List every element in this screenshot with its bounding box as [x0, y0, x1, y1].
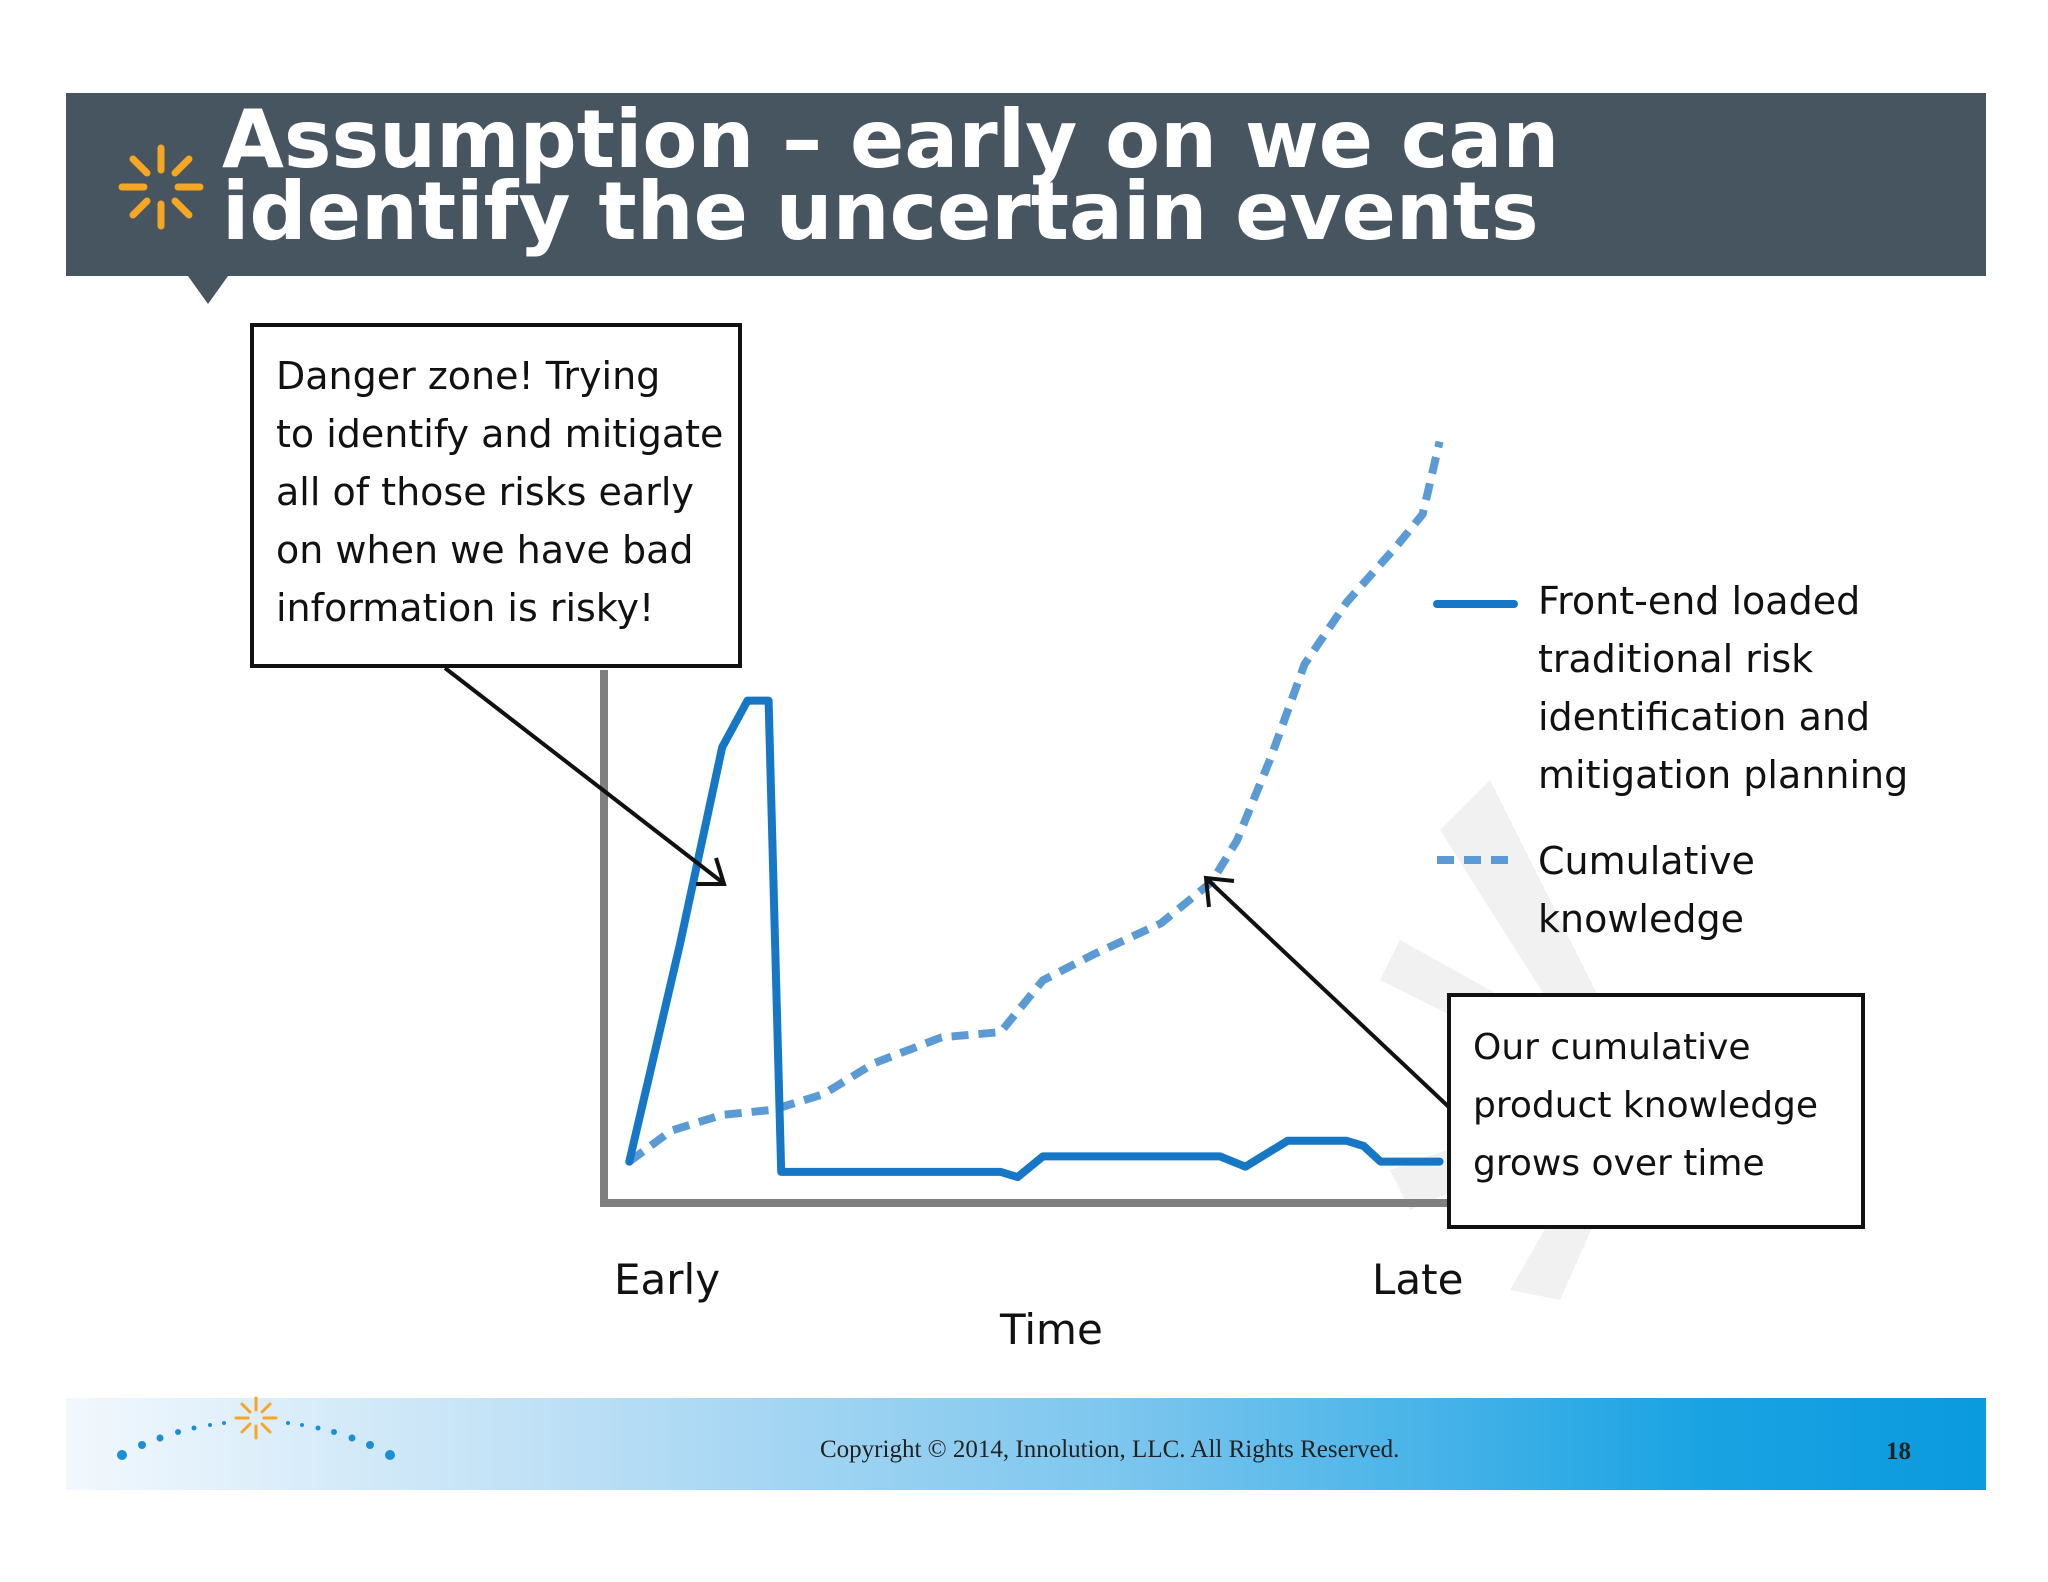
series-layer — [625, 440, 1444, 1182]
x-tick-label-early: Early — [614, 1255, 721, 1304]
footer-bar — [66, 1398, 1986, 1490]
footer-copyright: Copyright © 2014, Innolution, LLC. All R… — [820, 1436, 1400, 1463]
x-tick-label-late: Late — [1372, 1255, 1464, 1304]
footer-page-number: 18 — [1886, 1438, 1911, 1465]
x-axis-label: Time — [1000, 1305, 1103, 1354]
legend-line: Front-end loaded — [1538, 579, 1861, 623]
legend-line: identification and — [1538, 695, 1871, 739]
callout-danger-line: on when we have bad — [276, 528, 694, 572]
callout-knowledge-line: Our cumulative — [1473, 1027, 1751, 1068]
legend-entry-cumulative-knowledge: Cumulative knowledge — [1538, 832, 1755, 948]
slide-title: Assumption – early on we can identify th… — [222, 93, 1962, 258]
callout-danger-line: to identify and mitigate — [276, 412, 724, 456]
legend-line: Cumulative — [1538, 839, 1755, 883]
callout-danger-zone: Danger zone! Trying to identify and miti… — [250, 323, 742, 668]
series-line-1 — [626, 440, 1444, 1165]
callout-danger-line: Danger zone! Trying — [276, 354, 661, 398]
legend-line: knowledge — [1538, 897, 1744, 941]
title-bar — [66, 93, 1986, 276]
chart-axes — [600, 670, 1448, 1207]
innolution-dotted-arc-logo-icon — [117, 1396, 395, 1460]
series-line-0 — [625, 696, 1444, 1182]
annotation-arrow-danger — [443, 666, 727, 886]
legend-entry-front-end-loaded: Front-end loaded traditional risk identi… — [1538, 572, 1908, 804]
legend-line: traditional risk — [1538, 637, 1814, 681]
sunburst-logo-icon — [118, 144, 204, 230]
slide-title-line-1: Assumption – early on we can — [222, 93, 1560, 186]
slide-title-line-2: identify the uncertain events — [222, 165, 1539, 258]
callout-knowledge-grows: Our cumulative product knowledge grows o… — [1447, 993, 1865, 1229]
callout-knowledge-line: product knowledge — [1473, 1085, 1819, 1126]
legend-line: mitigation planning — [1538, 753, 1909, 797]
callout-knowledge-line: grows over time — [1473, 1143, 1765, 1184]
title-pointer — [188, 276, 228, 304]
annotation-arrow-knowledge — [1203, 875, 1454, 1112]
callout-danger-line: all of those risks early — [276, 470, 694, 514]
callout-danger-line: information is risky! — [276, 586, 655, 630]
